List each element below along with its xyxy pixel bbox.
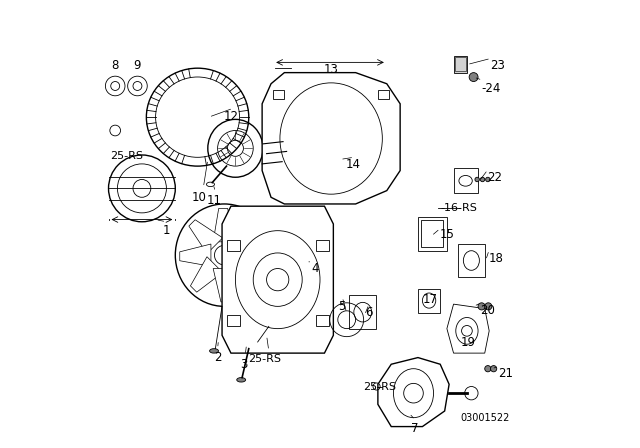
Text: 2: 2 — [214, 351, 221, 364]
Polygon shape — [213, 208, 236, 242]
Ellipse shape — [478, 303, 485, 310]
Bar — [349, 295, 376, 329]
Text: 18: 18 — [488, 252, 503, 265]
Text: 13: 13 — [324, 63, 339, 76]
Polygon shape — [191, 257, 223, 292]
Polygon shape — [262, 73, 400, 204]
Text: 1: 1 — [163, 224, 170, 237]
Polygon shape — [378, 358, 449, 426]
Bar — [227, 315, 240, 327]
Ellipse shape — [484, 366, 491, 372]
Text: 5: 5 — [338, 300, 345, 313]
Text: 19: 19 — [461, 336, 476, 349]
Bar — [378, 90, 389, 99]
Text: 17: 17 — [423, 293, 438, 306]
Text: 12: 12 — [223, 111, 239, 124]
Text: 10: 10 — [191, 190, 206, 203]
Text: 11: 11 — [207, 194, 221, 207]
Polygon shape — [213, 268, 236, 302]
Polygon shape — [226, 218, 258, 254]
Ellipse shape — [486, 177, 490, 182]
Bar — [316, 240, 329, 251]
Ellipse shape — [490, 366, 497, 372]
Ellipse shape — [469, 73, 478, 82]
Text: 6: 6 — [365, 306, 372, 319]
Text: 22: 22 — [487, 171, 502, 184]
Polygon shape — [447, 304, 489, 353]
Bar — [454, 168, 478, 193]
Ellipse shape — [484, 303, 492, 310]
Bar — [458, 244, 484, 277]
Text: 14: 14 — [346, 158, 361, 171]
Text: -24: -24 — [482, 82, 501, 95]
Bar — [421, 220, 444, 247]
Bar — [454, 56, 467, 73]
Bar — [418, 289, 440, 313]
Ellipse shape — [475, 177, 479, 182]
Text: 4: 4 — [311, 262, 319, 275]
Ellipse shape — [480, 177, 484, 182]
Text: 15: 15 — [439, 228, 454, 241]
Bar — [316, 315, 329, 327]
Polygon shape — [237, 244, 269, 266]
Text: 20: 20 — [480, 304, 495, 317]
Text: 7: 7 — [411, 422, 418, 435]
Polygon shape — [180, 244, 211, 266]
Text: 25-RS: 25-RS — [248, 354, 281, 365]
Ellipse shape — [237, 378, 246, 382]
Bar — [455, 57, 465, 71]
Text: 21: 21 — [498, 367, 513, 380]
Text: 03001522: 03001522 — [460, 413, 509, 422]
Bar — [273, 90, 284, 99]
Text: 9: 9 — [134, 59, 141, 72]
Text: 25-RS: 25-RS — [364, 382, 397, 392]
Text: -16-RS: -16-RS — [440, 202, 477, 213]
Bar — [227, 240, 240, 251]
Bar — [418, 217, 447, 251]
Polygon shape — [222, 206, 333, 353]
Polygon shape — [189, 220, 223, 254]
Polygon shape — [226, 257, 260, 291]
Ellipse shape — [209, 349, 218, 353]
Text: 8: 8 — [111, 59, 119, 72]
Text: 25-RS: 25-RS — [110, 151, 143, 160]
Text: 23: 23 — [490, 59, 505, 72]
Text: 3: 3 — [241, 358, 248, 370]
